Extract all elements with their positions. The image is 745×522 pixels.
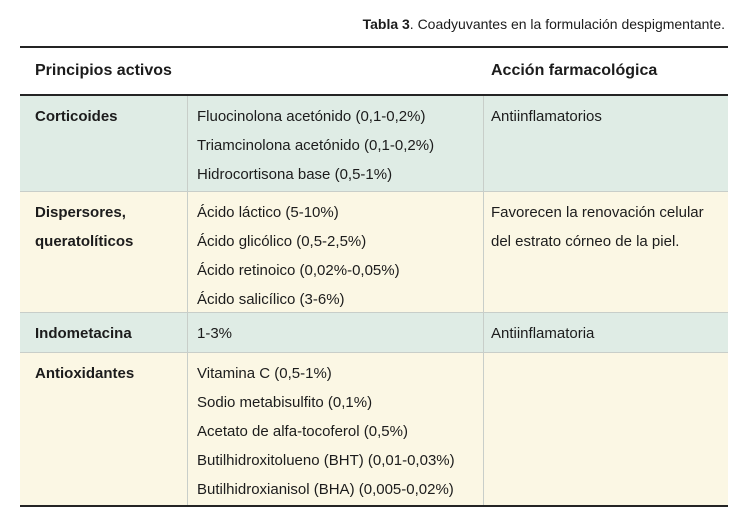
table-caption-text: . Coadyuvantes en la formulación despigm… [409,16,725,32]
active-line: Ácido retinoico (0,02%-0,05%) [197,262,400,279]
actives-cell: Fluocinolona acetónido (0,1-0,2%) Triamc… [187,96,484,191]
active-line: Butilhidroxianisol (BHA) (0,005-0,02%) [197,481,454,498]
action-cell: Favorecen la renovación celular del estr… [491,204,704,250]
table-caption-label: Tabla 3 [362,16,410,32]
table-row-antioxidantes: Antioxidantes Vitamina C (0,5-1%) Sodio … [20,352,728,505]
active-line: Acetato de alfa-tocoferol (0,5%) [197,423,408,440]
table-row-corticoides: Corticoides Fluocinolona acetónido (0,1-… [20,96,728,191]
active-line: Sodio metabisulfito (0,1%) [197,394,373,411]
category-cell: Corticoides [35,108,118,125]
active-line: Hidrocortisona base (0,5-1%) [197,166,393,183]
active-line: Triamcinolona acetónido (0,1-0,2%) [197,137,435,154]
actives-cell: 1-3% [187,313,484,352]
table-row-indometacina: Indometacina 1-3% Antiinflamatoria [20,312,728,352]
table-row-dispersores: Dispersores, queratolíticos Ácido láctic… [20,191,728,312]
category-cell: Antioxidantes [35,365,135,382]
active-line: Ácido láctico (5-10%) [197,204,339,221]
actives-cell: Vitamina C (0,5-1%) Sodio metabisulfito … [187,353,484,505]
col-header-principios-activos: Principios activos [35,62,172,79]
active-line: Butilhidroxitolueno (BHT) (0,01-0,03%) [197,452,455,469]
active-line: 1-3% [197,325,233,342]
header-row: Principios activos Acción farmacológica [20,48,728,96]
action-cell: Antiinflamatorios [491,108,602,125]
action-cell: Antiinflamatoria [491,325,595,342]
category-cell: Indometacina [35,325,132,342]
active-line: Fluocinolona acetónido (0,1-0,2%) [197,108,426,125]
col-header-accion-farmacologica: Acción farmacológica [491,62,658,79]
table-caption: Tabla 3. Coadyuvantes en la formulación … [0,15,725,33]
active-line: Ácido salicílico (3-6%) [197,291,345,308]
adjuvants-table: Principios activos Acción farmacológica … [20,46,728,507]
category-cell: Dispersores, queratolíticos [35,204,134,250]
active-line: Vitamina C (0,5-1%) [197,365,332,382]
actives-cell: Ácido láctico (5-10%) Ácido glicólico (0… [187,192,484,312]
active-line: Ácido glicólico (0,5-2,5%) [197,233,367,250]
action-cell [484,353,728,505]
